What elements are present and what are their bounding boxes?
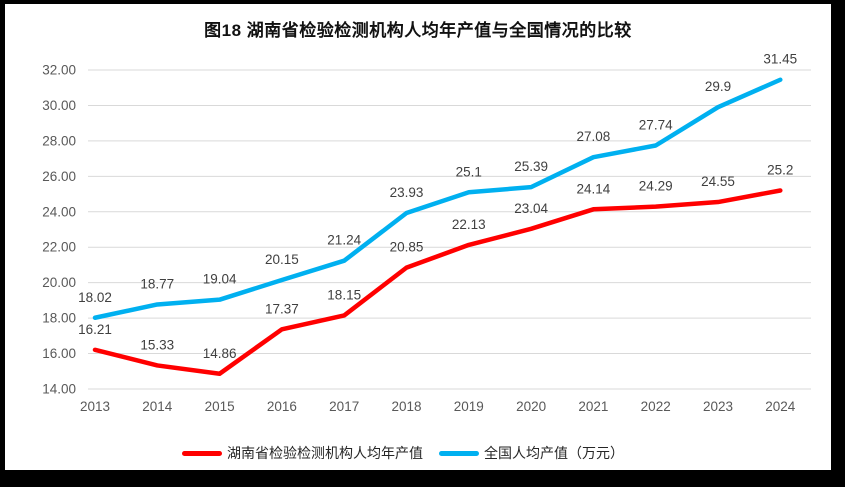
x-tick-label: 2022 <box>641 399 671 414</box>
data-label: 18.77 <box>140 276 174 291</box>
data-label: 27.74 <box>639 117 673 132</box>
chart-legend: 湖南省检验检测机构人均年产值 全国人均产值（万元） <box>5 443 831 463</box>
data-label: 17.37 <box>265 301 299 316</box>
data-label: 24.14 <box>577 181 611 196</box>
data-label: 21.24 <box>327 233 361 248</box>
chart-title: 图18 湖南省检验检测机构人均年产值与全国情况的比较 <box>204 21 632 40</box>
data-label: 15.33 <box>140 337 174 352</box>
y-tick-label: 32.00 <box>42 63 76 78</box>
y-tick-label: 26.00 <box>42 169 76 184</box>
data-label: 29.9 <box>705 79 731 94</box>
series-line-1 <box>92 77 783 321</box>
x-tick-label: 2023 <box>703 399 733 414</box>
x-tick-label: 2019 <box>454 399 484 414</box>
y-tick-label: 30.00 <box>42 98 76 113</box>
data-label: 18.15 <box>327 287 361 302</box>
x-tick-label: 2016 <box>267 399 297 414</box>
x-tick-label: 2018 <box>391 399 421 414</box>
series-line-0 <box>92 188 783 377</box>
data-label: 22.13 <box>452 217 486 232</box>
legend-label: 湖南省检验检测机构人均年产值 <box>227 445 423 461</box>
y-tick-label: 22.00 <box>42 240 76 255</box>
data-label: 19.04 <box>203 272 237 287</box>
y-tick-label: 28.00 <box>42 133 76 148</box>
data-label: 27.08 <box>577 129 611 144</box>
x-tick-label: 2015 <box>205 399 235 414</box>
line-chart-plot: 14.00 16.00 18.00 20.00 22.00 24.00 26.00 28.00… <box>42 52 811 414</box>
data-label: 20.85 <box>390 240 424 255</box>
data-label: 14.86 <box>203 346 237 361</box>
x-tick-label: 2014 <box>142 399 173 414</box>
data-label: 20.15 <box>265 252 299 267</box>
data-label: 31.45 <box>763 52 797 67</box>
chart-card: 图18 湖南省检验检测机构人均年产值与全国情况的比较 14.00 16.00 18.… <box>5 4 831 470</box>
y-tick-label: 20.00 <box>42 275 76 290</box>
y-tick-label: 14.00 <box>42 382 76 397</box>
x-tick-label: 2013 <box>80 399 110 414</box>
y-tick-label: 24.00 <box>42 204 76 219</box>
data-label: 18.02 <box>78 290 112 305</box>
legend-item: 湖南省检验检测机构人均年产值 <box>182 443 423 463</box>
x-tick-label: 2021 <box>578 399 608 414</box>
legend-item: 全国人均产值（万元） <box>439 443 624 463</box>
data-label: 16.21 <box>78 322 112 337</box>
data-label: 25.1 <box>456 164 482 179</box>
data-label: 24.29 <box>639 179 673 194</box>
data-label: 23.04 <box>514 201 548 216</box>
legend-label: 全国人均产值（万元） <box>484 445 624 461</box>
legend-line-swatch <box>182 450 222 456</box>
y-tick-label: 16.00 <box>42 346 76 361</box>
x-tick-label: 2024 <box>765 399 796 414</box>
y-tick-label: 18.00 <box>42 311 76 326</box>
data-label: 25.2 <box>767 163 793 178</box>
x-tick-label: 2017 <box>329 399 359 414</box>
x-tick-label: 2020 <box>516 399 546 414</box>
data-label: 25.39 <box>514 159 548 174</box>
legend-line-swatch <box>439 450 479 456</box>
data-label: 24.55 <box>701 174 735 189</box>
data-label: 23.93 <box>390 185 424 200</box>
